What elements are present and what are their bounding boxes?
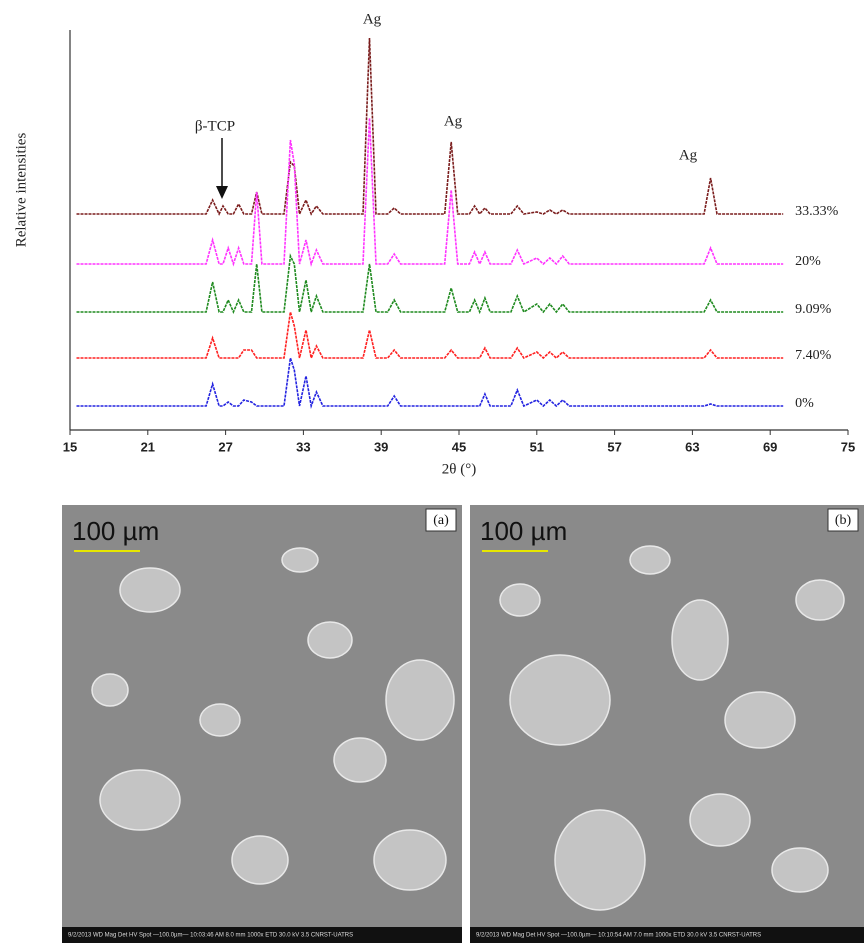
series-label: 33.33% [795, 204, 839, 219]
particle [671, 599, 729, 681]
particle [629, 545, 671, 575]
particle [509, 654, 611, 746]
scale-text: 100 µm [480, 516, 567, 546]
x-tick-label: 21 [141, 439, 155, 454]
label-box [827, 508, 859, 532]
spectrum-line [76, 357, 784, 410]
particle [771, 847, 829, 893]
particle [724, 691, 796, 749]
info-text: 9/2/2013 WD Mag Det HV Spot —100.0µm— 10… [476, 933, 761, 939]
spectrum-line [76, 311, 784, 361]
panel-label: (a) [433, 513, 449, 528]
x-tick-label: 63 [685, 439, 699, 454]
annotation: Ag [444, 113, 463, 129]
label-box [425, 508, 457, 532]
particle [554, 809, 646, 911]
x-tick-label: 33 [296, 439, 310, 454]
particle [499, 583, 541, 617]
x-tick-label: 27 [218, 439, 232, 454]
scale-text: 100 µm [72, 516, 159, 546]
series-label: 20% [795, 254, 821, 269]
spectrum-line [76, 253, 784, 315]
info-text: 9/2/2013 WD Mag Det HV Spot —100.0µm— 10… [68, 933, 353, 939]
particle [333, 737, 387, 783]
series-label: 0% [795, 396, 814, 411]
x-tick-label: 69 [763, 439, 777, 454]
annotation: β-TCP [195, 118, 235, 134]
series-label: 9.09% [795, 302, 832, 317]
particle [281, 547, 319, 573]
particle [199, 703, 241, 737]
spectrum-line [76, 37, 784, 217]
y-axis-label: Relative intensities [13, 133, 29, 248]
x-tick-label: 39 [374, 439, 388, 454]
x-tick-label: 75 [841, 439, 855, 454]
particle [795, 579, 845, 621]
particle [373, 829, 447, 891]
particle [231, 835, 289, 885]
x-tick-label: 45 [452, 439, 466, 454]
info-bar [470, 927, 864, 943]
particle [91, 673, 129, 707]
particle [119, 567, 181, 613]
annotation: Ag [363, 11, 382, 27]
particle [689, 793, 751, 847]
info-bar [62, 927, 462, 943]
spectrum-line [76, 117, 784, 267]
particle [307, 621, 353, 659]
panel-label: (b) [835, 513, 852, 528]
x-tick-label: 51 [530, 439, 544, 454]
x-axis-label: 2θ (°) [442, 461, 476, 477]
particle [385, 659, 455, 741]
arrow-head [216, 186, 228, 199]
annotation: Ag [679, 147, 698, 163]
x-tick-label: 15 [63, 439, 77, 454]
particle [99, 769, 181, 831]
x-tick-label: 57 [607, 439, 621, 454]
series-label: 7.40% [795, 348, 832, 363]
